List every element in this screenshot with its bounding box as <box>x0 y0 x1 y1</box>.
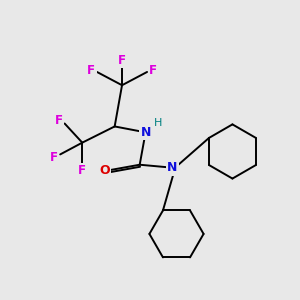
Text: N: N <box>167 161 177 174</box>
Text: F: F <box>55 114 63 127</box>
Text: F: F <box>118 54 126 67</box>
Text: F: F <box>50 151 58 164</box>
Text: F: F <box>149 64 157 77</box>
Text: F: F <box>78 164 86 177</box>
Text: F: F <box>87 64 95 77</box>
Text: F: F <box>149 64 157 77</box>
Text: O: O <box>99 164 110 176</box>
Text: H: H <box>154 118 162 128</box>
Text: F: F <box>55 114 63 127</box>
Text: F: F <box>78 164 86 177</box>
Text: F: F <box>118 54 126 67</box>
Text: N: N <box>140 126 151 139</box>
Text: F: F <box>87 64 95 77</box>
Text: N: N <box>167 161 177 174</box>
Text: F: F <box>50 151 58 164</box>
Text: N: N <box>140 126 151 139</box>
Text: O: O <box>99 164 110 176</box>
Text: H: H <box>154 118 162 128</box>
